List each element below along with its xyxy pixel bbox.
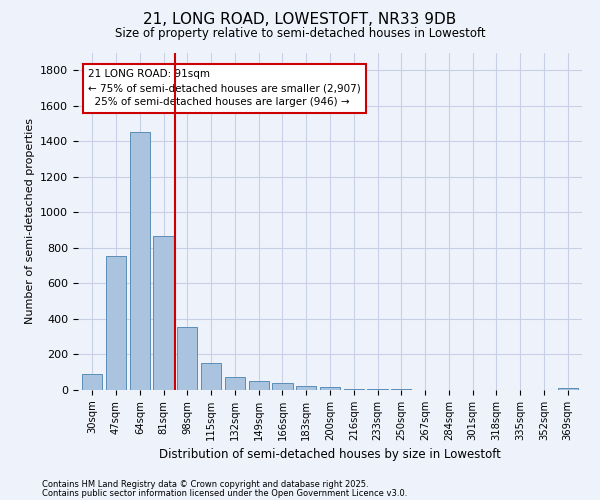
Text: 21, LONG ROAD, LOWESTOFT, NR33 9DB: 21, LONG ROAD, LOWESTOFT, NR33 9DB bbox=[143, 12, 457, 28]
Bar bbox=[248, 381, 269, 390]
Bar bbox=[225, 376, 245, 390]
Bar bbox=[130, 132, 150, 390]
Bar bbox=[177, 327, 197, 390]
Text: Contains public sector information licensed under the Open Government Licence v3: Contains public sector information licen… bbox=[42, 488, 407, 498]
X-axis label: Distribution of semi-detached houses by size in Lowestoft: Distribution of semi-detached houses by … bbox=[159, 448, 501, 462]
Bar bbox=[106, 256, 126, 390]
Bar bbox=[296, 386, 316, 390]
Bar bbox=[344, 388, 364, 390]
Bar bbox=[272, 383, 293, 390]
Bar bbox=[201, 364, 221, 390]
Bar bbox=[367, 389, 388, 390]
Text: 21 LONG ROAD: 91sqm
← 75% of semi-detached houses are smaller (2,907)
  25% of s: 21 LONG ROAD: 91sqm ← 75% of semi-detach… bbox=[88, 70, 361, 108]
Bar bbox=[320, 388, 340, 390]
Y-axis label: Number of semi-detached properties: Number of semi-detached properties bbox=[25, 118, 35, 324]
Bar bbox=[154, 236, 173, 390]
Bar bbox=[557, 388, 578, 390]
Bar bbox=[82, 374, 103, 390]
Text: Contains HM Land Registry data © Crown copyright and database right 2025.: Contains HM Land Registry data © Crown c… bbox=[42, 480, 368, 489]
Text: Size of property relative to semi-detached houses in Lowestoft: Size of property relative to semi-detach… bbox=[115, 28, 485, 40]
